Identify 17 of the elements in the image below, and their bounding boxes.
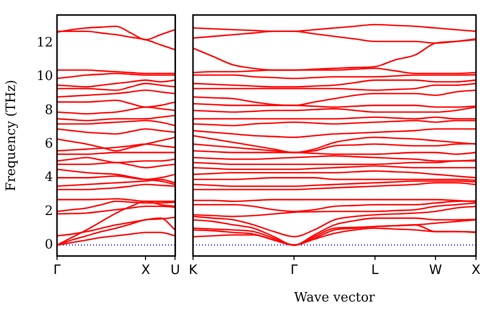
- x-axis-title: Wave vector: [294, 290, 376, 306]
- x-tick-label: Γ: [53, 263, 62, 278]
- x-tick-label: X: [472, 263, 481, 278]
- y-tick-label: 8: [44, 102, 53, 118]
- x-tick-label: Γ: [290, 263, 298, 278]
- y-axis-title: Frequency (THz): [4, 80, 20, 192]
- y-tick-label: 2: [44, 204, 53, 219]
- x-tick-label: W: [429, 263, 442, 278]
- x-tick-label: L: [371, 263, 380, 278]
- y-tick-label: 4: [44, 170, 53, 186]
- y-tick-label: 10: [36, 69, 53, 84]
- x-tick-label: U: [170, 263, 180, 278]
- x-tick-label: K: [188, 263, 198, 278]
- y-tick-label: 12: [36, 35, 53, 50]
- x-tick-label: X: [141, 263, 150, 278]
- y-tick-label: 6: [44, 136, 53, 152]
- y-tick-label: 0: [44, 237, 53, 252]
